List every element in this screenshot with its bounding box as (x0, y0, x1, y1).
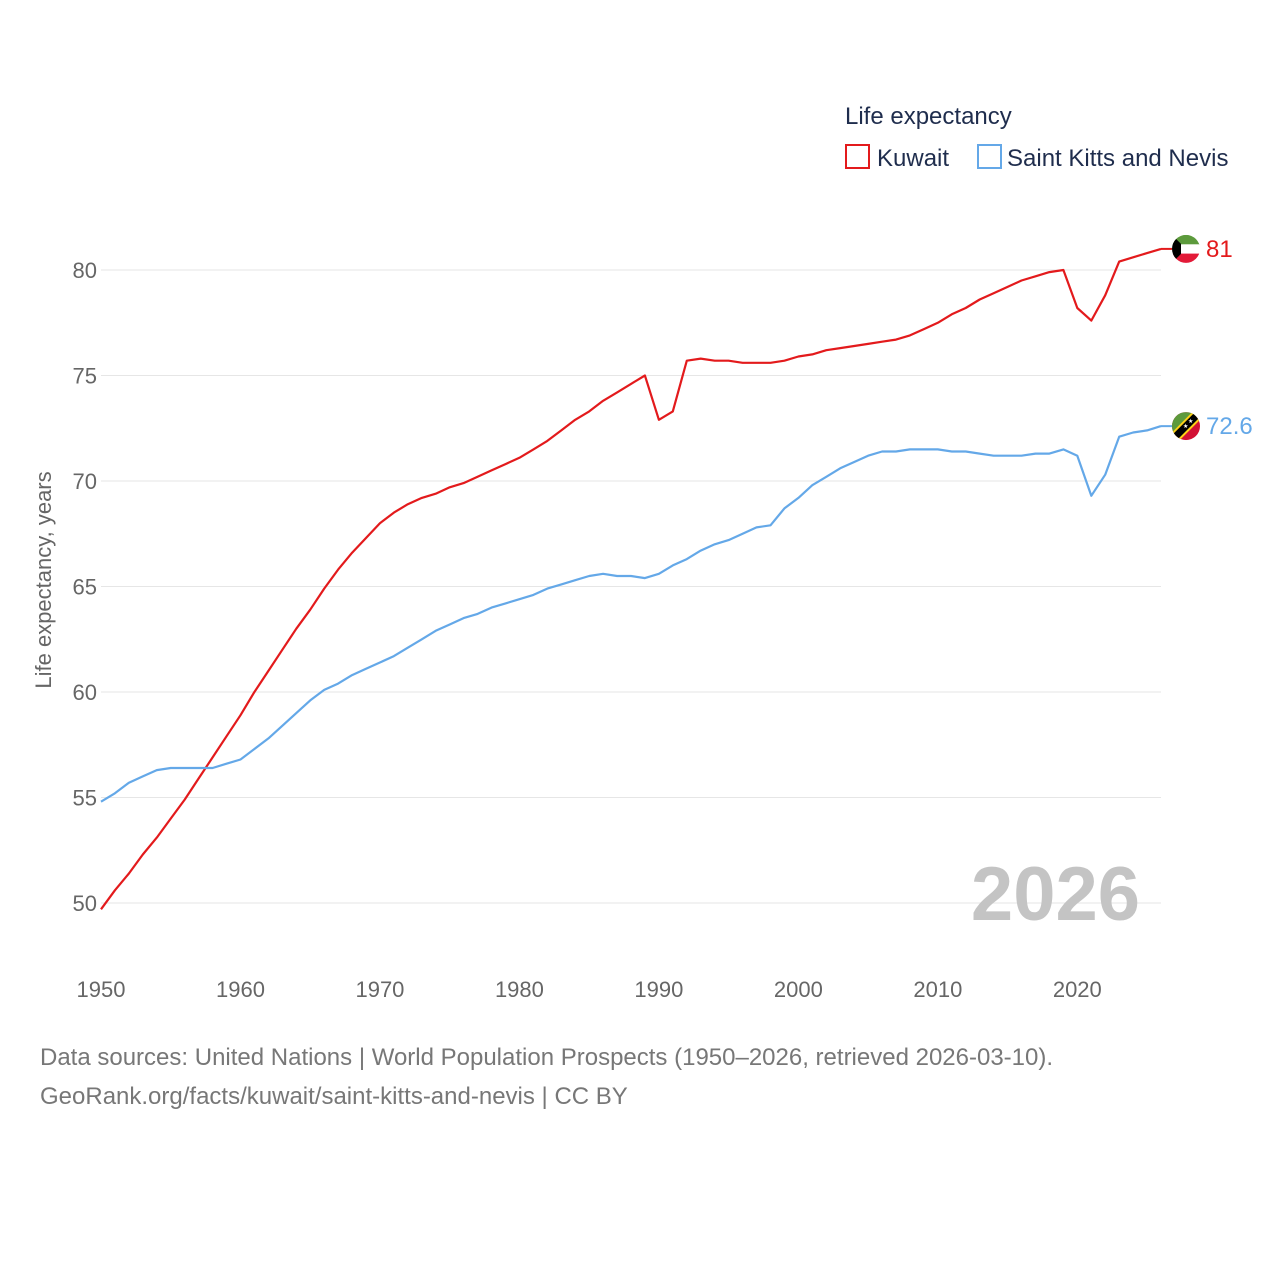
x-tick-label: 1950 (77, 977, 126, 1002)
footer-sources: Data sources: United Nations | World Pop… (40, 1044, 1054, 1071)
series-line-kuwait[interactable] (100, 247, 1162, 910)
legend-swatch-kuwait (845, 144, 870, 169)
year-watermark: 2026 (971, 852, 1140, 937)
legend-item-saint-kitts-and-nevis[interactable]: Saint Kitts and Nevis (977, 144, 1228, 172)
legend-label-saint-kitts-and-nevis: Saint Kitts and Nevis (1007, 145, 1228, 172)
legend: Life expectancy Kuwait Saint Kitts and N… (845, 103, 1228, 172)
legend-swatch-saint-kitts-and-nevis (977, 144, 1002, 169)
kuwait-end-label: 81 (1206, 236, 1233, 263)
kuwait-end-marker: 81 (1172, 234, 1233, 263)
x-tick-label: 1990 (634, 977, 683, 1002)
footer-link[interactable]: GeoRank.org/facts/kuwait/saint-kitts-and… (40, 1083, 628, 1110)
x-tick-label: 1970 (355, 977, 404, 1002)
svg-text:★: ★ (1183, 423, 1188, 430)
x-axis-ticks: 1950 1960 1970 1980 1990 2000 2010 2020 (77, 977, 1102, 1002)
x-tick-label: 1980 (495, 977, 544, 1002)
series-lines (100, 247, 1172, 910)
svg-text:★: ★ (1188, 418, 1193, 425)
y-axis-ticks: 50 55 60 65 70 75 80 (73, 258, 97, 916)
x-tick-label: 1960 (216, 977, 265, 1002)
kuwait-flag-icon (1172, 234, 1200, 263)
y-tick-label: 80 (73, 258, 97, 283)
series-line-saint-kitts-and-nevis[interactable] (100, 425, 1162, 803)
saint-kitts-and-nevis-end-label: 72.6 (1206, 413, 1253, 440)
legend-label-kuwait: Kuwait (877, 145, 949, 172)
saint-kitts-and-nevis-flag-icon: ★ ★ (1172, 412, 1200, 441)
saint-kitts-and-nevis-end-marker: ★ ★ 72.6 (1172, 412, 1253, 441)
x-tick-label: 2020 (1053, 977, 1102, 1002)
y-axis-label: Life expectancy, years (31, 471, 56, 688)
y-tick-label: 60 (73, 680, 97, 705)
y-tick-label: 65 (73, 575, 97, 600)
x-tick-label: 2010 (913, 977, 962, 1002)
x-tick-label: 2000 (774, 977, 823, 1002)
y-tick-label: 70 (73, 469, 97, 494)
legend-title: Life expectancy (845, 103, 1012, 130)
gridlines (101, 269, 1161, 904)
y-tick-label: 50 (73, 891, 97, 916)
legend-item-kuwait[interactable]: Kuwait (845, 144, 949, 172)
y-tick-label: 75 (73, 364, 97, 389)
y-tick-label: 55 (73, 786, 97, 811)
